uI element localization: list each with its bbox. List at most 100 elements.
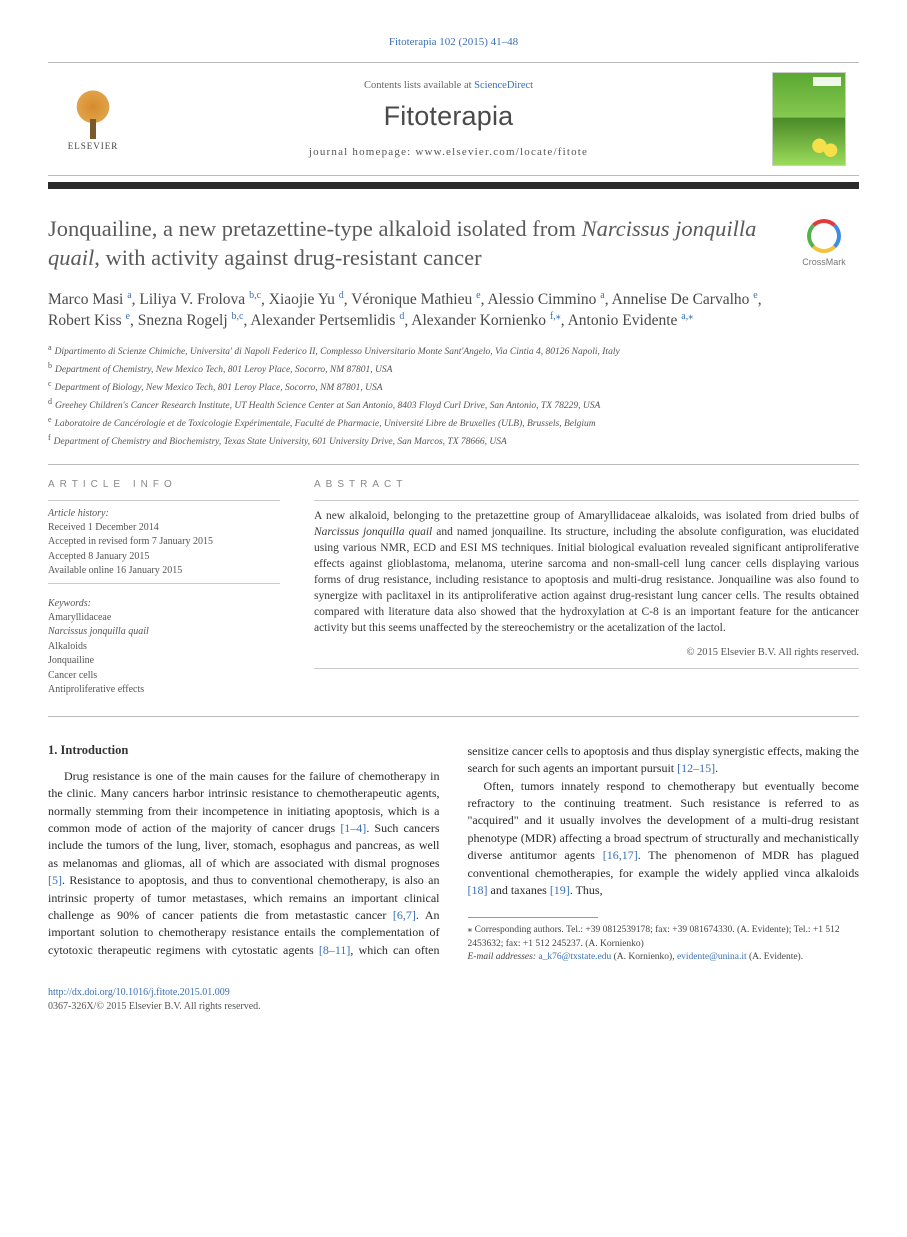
title-part-b: , with activity against drug-resistant c… (94, 245, 481, 270)
abstract-heading: ABSTRACT (314, 479, 859, 490)
divider (314, 500, 859, 501)
author-list: Marco Masi a, Liliya V. Frolova b,c, Xia… (48, 289, 771, 333)
keyword: Alkaloids (48, 640, 280, 655)
author-affil-sup: e (753, 290, 757, 301)
affiliation: Laboratoire de Cancérologie et de Toxico… (55, 419, 596, 429)
keyword: Jonquailine (48, 654, 280, 669)
journal-homepage: journal homepage: www.elsevier.com/locat… (138, 146, 759, 158)
journal-reference: Fitoterapia 102 (2015) 41–48 (48, 36, 859, 48)
crossmark-badge[interactable]: CrossMark (789, 219, 859, 267)
abstract-text: A new alkaloid, belonging to the pretaze… (314, 508, 859, 637)
affiliation: Department of Chemistry, New Mexico Tech… (55, 365, 392, 375)
citation-ref[interactable]: [18] (468, 883, 488, 897)
history-line: Received 1 December 2014 (48, 521, 280, 536)
author-affil-sup: a (600, 290, 604, 301)
author-affil-sup: e (126, 311, 130, 322)
affiliation: Dipartimento di Scienze Chimiche, Univer… (55, 347, 620, 357)
email-link[interactable]: a_k76@txstate.edu (538, 952, 611, 962)
keyword: Amaryllidaceae (48, 611, 280, 626)
body-span: and taxanes (488, 883, 550, 897)
journal-name: Fitoterapia (138, 101, 759, 132)
crossmark-icon (807, 219, 841, 253)
doi-link[interactable]: http://dx.doi.org/10.1016/j.fitote.2015.… (48, 987, 230, 998)
keyword: Antiproliferative effects (48, 683, 280, 698)
citation-ref[interactable]: [19] (550, 883, 570, 897)
affiliation: Department of Biology, New Mexico Tech, … (55, 383, 383, 393)
history-label: Article history: (48, 508, 280, 519)
author: Liliya V. Frolova (139, 291, 245, 308)
author: Alexander Pertsemlidis (250, 313, 395, 330)
email-link[interactable]: evidente@unina.it (677, 952, 747, 962)
author: Xiaojie Yu (269, 291, 335, 308)
citation-ref[interactable]: [5] (48, 873, 62, 887)
sciencedirect-link[interactable]: ScienceDirect (474, 80, 533, 91)
author: Antonio Evidente (568, 313, 678, 330)
article-title: Jonquailine, a new pretazettine-type alk… (48, 215, 771, 273)
page-footer: http://dx.doi.org/10.1016/j.fitote.2015.… (48, 986, 859, 1014)
section-heading: 1. Introduction (48, 743, 440, 758)
journal-header: ELSEVIER Contents lists available at Sci… (48, 62, 859, 176)
thick-divider (48, 182, 859, 189)
author: Annelise De Carvalho (612, 291, 750, 308)
affiliation-list: aDipartimento di Scienze Chimiche, Unive… (48, 342, 771, 450)
corresponding-star: ⁎ (556, 311, 561, 322)
citation-ref[interactable]: [6,7] (393, 908, 416, 922)
author: Robert Kiss (48, 313, 122, 330)
elsevier-logo[interactable]: ELSEVIER (62, 80, 124, 158)
body-two-column: 1. Introduction Drug resistance is one o… (48, 743, 859, 964)
author: Snezna Rogelj (138, 313, 228, 330)
email-who: (A. Kornienko), (611, 952, 677, 962)
keywords-label: Keywords: (48, 598, 280, 609)
author-affil-sup: b,c (249, 290, 261, 301)
corresponding-star: ⁎ (688, 311, 693, 322)
body-span: . (715, 761, 718, 775)
article-info-heading: ARTICLE INFO (48, 479, 280, 490)
affiliation: Greehey Children's Cancer Research Insti… (55, 401, 600, 411)
body-span: . Thus, (570, 883, 603, 897)
divider (48, 583, 280, 584)
abstract-span: and named jonquailine. Its structure, in… (314, 526, 859, 635)
author-affil-sup: a (127, 290, 131, 301)
divider (48, 500, 280, 501)
email-footnote: E-mail addresses: a_k76@txstate.edu (A. … (468, 951, 860, 964)
elsevier-tree-icon (69, 87, 117, 139)
homepage-label: journal homepage: (309, 146, 416, 158)
body-span: . Resistance to apoptosis, and thus to c… (48, 873, 440, 922)
footnotes: ⁎ Corresponding authors. Tel.: +39 08125… (468, 924, 860, 964)
citation-ref[interactable]: [8–11] (319, 943, 351, 957)
author: Véronique Mathieu (351, 291, 472, 308)
elsevier-label: ELSEVIER (68, 141, 119, 151)
body-paragraph: Often, tumors innately respond to chemot… (468, 778, 860, 900)
keyword: Narcissus jonquilla quail (48, 625, 280, 640)
author: Alexander Kornienko (411, 313, 546, 330)
author-affil-sup: b,c (232, 311, 244, 322)
abstract-span: A new alkaloid, belonging to the pretaze… (314, 510, 859, 522)
author-affil-sup: e (476, 290, 480, 301)
journal-cover-thumbnail[interactable] (773, 73, 845, 165)
affiliation: Department of Chemistry and Biochemistry… (54, 437, 507, 447)
footnote-divider (468, 917, 598, 918)
contents-prefix: Contents lists available at (364, 80, 474, 91)
issn-copyright: 0367-326X/© 2015 Elsevier B.V. All right… (48, 1000, 859, 1014)
contents-lists-line: Contents lists available at ScienceDirec… (138, 80, 759, 91)
author: Alessio Cimmino (487, 291, 596, 308)
author-affil-sup: d (399, 311, 404, 322)
email-who: (A. Evidente). (747, 952, 803, 962)
homepage-url[interactable]: www.elsevier.com/locate/fitote (415, 146, 588, 158)
title-part-a: Jonquailine, a new pretazettine-type alk… (48, 216, 582, 241)
author-affil-sup: d (339, 290, 344, 301)
history-line: Accepted 8 January 2015 (48, 550, 280, 565)
citation-ref[interactable]: [1–4] (340, 821, 366, 835)
corresponding-footnote: ⁎ Corresponding authors. Tel.: +39 08125… (468, 924, 860, 951)
crossmark-label: CrossMark (802, 257, 846, 267)
history-line: Available online 16 January 2015 (48, 564, 280, 579)
abstract-species-ital: Narcissus jonquilla quail (314, 526, 432, 538)
author: Marco Masi (48, 291, 123, 308)
divider (48, 464, 859, 465)
citation-ref[interactable]: [12–15] (677, 761, 715, 775)
divider (48, 716, 859, 717)
citation-ref[interactable]: [16,17] (603, 848, 638, 862)
divider (314, 668, 859, 669)
keyword: Cancer cells (48, 669, 280, 684)
history-line: Accepted in revised form 7 January 2015 (48, 535, 280, 550)
